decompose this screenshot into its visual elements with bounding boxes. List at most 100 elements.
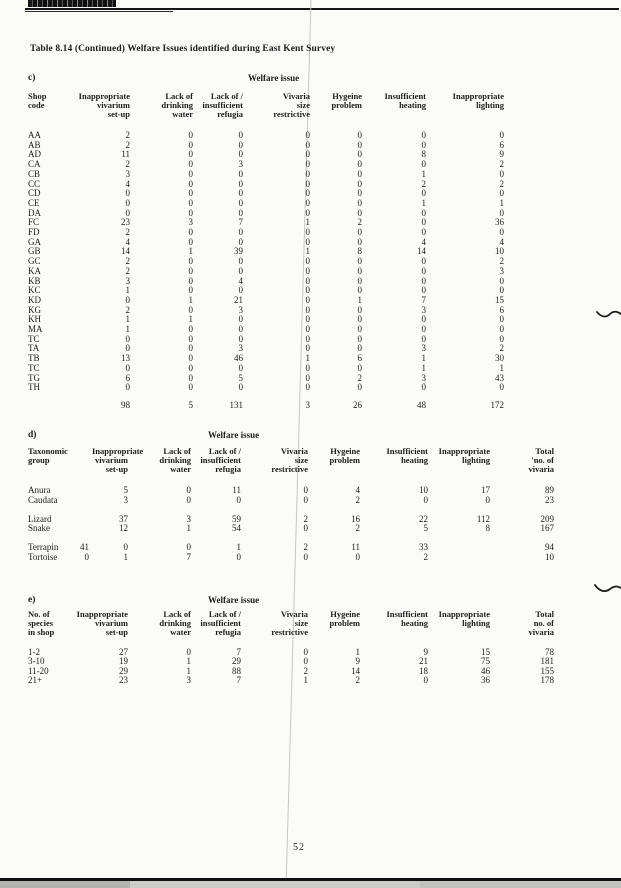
value-cell: 8 bbox=[357, 246, 363, 257]
value-cell: 0 bbox=[305, 372, 311, 383]
value-cell: 2 bbox=[499, 178, 505, 189]
shop-code-cell: KD bbox=[28, 294, 41, 305]
shop-code-cell: KH bbox=[28, 314, 41, 325]
value-cell: 0 bbox=[188, 227, 194, 238]
value-cell: 0 bbox=[357, 382, 363, 393]
top-rule-underline bbox=[25, 11, 173, 12]
total-vivaria-cell: 209 bbox=[540, 513, 555, 524]
value-cell: 0 bbox=[305, 236, 311, 247]
value-cell: 4 bbox=[499, 236, 505, 247]
shop-code-cell: KA bbox=[28, 265, 41, 276]
value-cell: 0 bbox=[188, 236, 194, 247]
value-cell: 0 bbox=[186, 485, 192, 495]
value-cell: 3 bbox=[186, 675, 192, 686]
value-cell: 9 bbox=[355, 656, 361, 667]
totals-row: 98 5 131 3 26 48 172 bbox=[28, 393, 504, 411]
offset-value-cell: 0 bbox=[84, 551, 90, 562]
shop-code-cell: AA bbox=[28, 130, 41, 140]
value-cell: 15 bbox=[481, 647, 490, 657]
species-range-cell: 1-2 bbox=[28, 647, 40, 657]
value-cell: 0 bbox=[305, 275, 311, 286]
value-cell: 0 bbox=[499, 382, 505, 393]
total-cell: 5 bbox=[188, 399, 194, 410]
value-cell: 0 bbox=[305, 178, 311, 189]
value-cell: 3 bbox=[123, 494, 129, 505]
total-vivaria-cell: 178 bbox=[540, 675, 555, 686]
value-cell: 0 bbox=[357, 130, 363, 140]
value-cell: 46 bbox=[481, 665, 490, 676]
value-cell: 0 bbox=[238, 333, 244, 344]
value-cell: 0 bbox=[499, 168, 505, 179]
value-cell: 0 bbox=[499, 314, 505, 325]
value-cell: 5 bbox=[423, 523, 429, 533]
value-cell: 0 bbox=[357, 178, 363, 189]
value-cell: 11 bbox=[351, 542, 360, 552]
shop-code-cell: TC bbox=[28, 362, 40, 373]
value-cell: 0 bbox=[188, 178, 194, 189]
value-cell: 0 bbox=[485, 494, 491, 505]
value-cell: 10 bbox=[419, 485, 428, 495]
value-cell: 54 bbox=[232, 523, 241, 533]
value-cell: 0 bbox=[188, 139, 194, 150]
value-cell: 18 bbox=[419, 665, 428, 676]
table-row: AA 2 0 0 0 0 0 0 bbox=[28, 130, 504, 141]
value-cell: 0 bbox=[238, 130, 244, 140]
value-cell: 7 bbox=[236, 675, 242, 686]
value-cell: 0 bbox=[238, 382, 244, 393]
column-header-setup: Inappropriate vivarium set-up bbox=[76, 609, 128, 638]
value-cell: 1 bbox=[186, 656, 192, 667]
value-cell: 0 bbox=[305, 362, 311, 373]
value-cell: 0 bbox=[125, 207, 131, 218]
value-cell: 39 bbox=[234, 246, 243, 257]
value-cell: 0 bbox=[305, 333, 311, 344]
value-cell: 11 bbox=[121, 149, 130, 160]
value-cell: 4 bbox=[125, 178, 131, 189]
value-cell: 1 bbox=[303, 675, 309, 686]
total-vivaria-cell: 167 bbox=[540, 523, 555, 533]
value-cell: 2 bbox=[421, 178, 427, 189]
total-vivaria-cell: 89 bbox=[545, 485, 554, 495]
table-row: TG 6 0 5 0 2 3 43 bbox=[28, 372, 504, 384]
value-cell: 0 bbox=[357, 139, 363, 150]
value-cell: 0 bbox=[188, 382, 194, 393]
value-cell: 0 bbox=[303, 494, 309, 505]
value-cell: 0 bbox=[357, 265, 363, 276]
total-cell: 98 bbox=[121, 399, 130, 410]
table-row: CC 4 0 0 0 0 2 2 bbox=[28, 178, 505, 190]
value-cell: 0 bbox=[303, 656, 309, 667]
value-cell: 4 bbox=[355, 485, 361, 495]
table-row: AD 11 0 0 0 0 8 9 bbox=[28, 150, 504, 160]
table-row: GA 4 0 0 0 0 4 4 bbox=[28, 236, 505, 248]
value-cell: 2 bbox=[303, 513, 309, 524]
value-cell: 1 bbox=[188, 314, 194, 325]
value-cell: 112 bbox=[476, 513, 490, 524]
taxonomic-group-cell: Lizard bbox=[28, 513, 52, 524]
value-cell: 0 bbox=[421, 285, 427, 296]
table-row: TH 0 0 0 0 0 0 0 bbox=[28, 383, 504, 393]
value-cell: 0 bbox=[238, 197, 244, 208]
value-cell: 0 bbox=[125, 362, 131, 373]
value-cell: 8 bbox=[485, 523, 491, 533]
value-cell: 1 bbox=[305, 217, 311, 228]
value-cell: 0 bbox=[357, 197, 363, 208]
total-cell: 26 bbox=[353, 399, 362, 410]
value-cell: 0 bbox=[357, 159, 363, 170]
shop-code-cell: KC bbox=[28, 285, 41, 296]
total-cell: 48 bbox=[417, 399, 426, 410]
value-cell: 1 bbox=[186, 523, 192, 533]
shop-code-cell: GA bbox=[28, 236, 41, 247]
shop-code-cell: GB bbox=[28, 246, 41, 257]
value-cell: 0 bbox=[305, 149, 311, 160]
table-row: GB 14 1 39 1 8 14 10 bbox=[28, 247, 504, 257]
value-cell: 0 bbox=[421, 324, 427, 335]
value-cell: 0 bbox=[188, 304, 194, 315]
value-cell: 9 bbox=[499, 149, 505, 160]
value-cell: 0 bbox=[188, 168, 194, 179]
value-cell: 0 bbox=[188, 285, 194, 296]
value-cell: 0 bbox=[186, 647, 192, 657]
table-row: KH 1 1 0 0 0 0 0 bbox=[28, 315, 504, 325]
species-range-cell: 21+ bbox=[28, 675, 43, 686]
value-cell: 0 bbox=[125, 333, 131, 344]
column-header-refugia: Lack of / insufficient refugia bbox=[200, 446, 241, 475]
value-cell: 0 bbox=[305, 265, 311, 276]
